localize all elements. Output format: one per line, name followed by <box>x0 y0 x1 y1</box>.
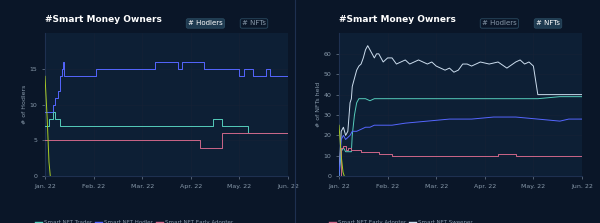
Legend: Smart NFT Trader, Smart NFT Hodler, Smart NFT Early Adopter: Smart NFT Trader, Smart NFT Hodler, Smar… <box>33 218 235 223</box>
Text: # Hodlers: # Hodlers <box>188 21 223 27</box>
Legend: Smart NFT Early Adopter, Smart NFT Sweeper: Smart NFT Early Adopter, Smart NFT Sweep… <box>327 218 475 223</box>
Text: # NFTs: # NFTs <box>536 21 560 27</box>
Text: # Hodlers: # Hodlers <box>482 21 517 27</box>
Text: #Smart Money Owners: #Smart Money Owners <box>45 15 162 24</box>
Text: #Smart Money Owners: #Smart Money Owners <box>339 15 456 24</box>
Text: # NFTs: # NFTs <box>242 21 266 27</box>
Y-axis label: # of Hodlers: # of Hodlers <box>22 85 27 124</box>
Y-axis label: # of NFTs held: # of NFTs held <box>316 82 321 127</box>
